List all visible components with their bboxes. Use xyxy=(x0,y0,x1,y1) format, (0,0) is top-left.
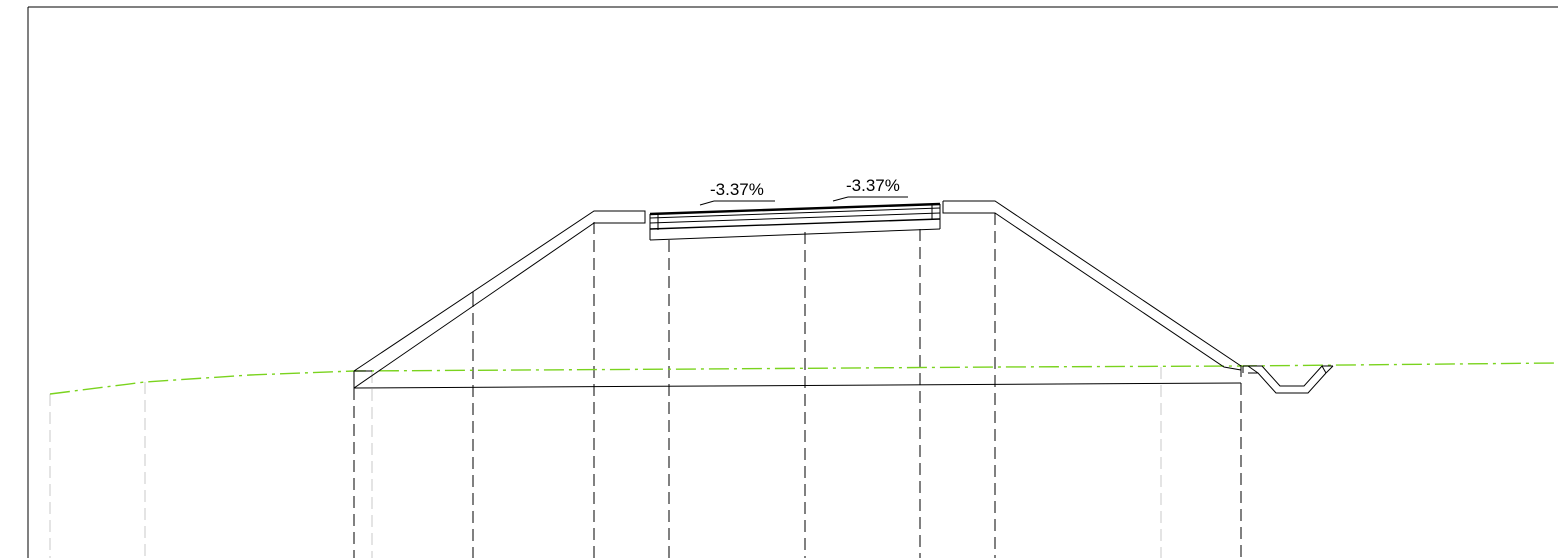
auxiliary-station-lines xyxy=(49,367,1162,558)
embankment-outer-outline xyxy=(353,210,646,389)
slope-label-right: -3.37% xyxy=(846,176,900,195)
pavement-layer-bottom xyxy=(649,228,941,241)
embankment-structure xyxy=(353,200,1242,389)
embankment-outer-outline-right xyxy=(942,200,1242,371)
embankment-base-line xyxy=(353,382,1242,389)
slope-annotations: -3.37% -3.37% xyxy=(699,176,908,206)
pavement-structure xyxy=(649,202,941,241)
ditch-right-lining xyxy=(1321,365,1327,374)
ditch-inner-profile xyxy=(1248,372,1327,394)
pavement-top-surface xyxy=(649,202,941,216)
ditch-left-lining xyxy=(1247,365,1259,374)
station-lines xyxy=(353,213,1242,558)
pavement-layer-1 xyxy=(649,207,941,219)
ditch-right-lining-edge xyxy=(1325,365,1334,374)
original-ground-line xyxy=(49,362,1558,395)
ditch-outer-profile xyxy=(1243,365,1333,387)
pavement-layer-3 xyxy=(649,218,941,230)
drawing-frame xyxy=(27,6,1558,558)
slope-arrow-right-tip xyxy=(832,196,849,202)
slope-label-left: -3.37% xyxy=(710,180,764,199)
pavement-layer-2 xyxy=(649,212,941,224)
slope-arrow-left-tip xyxy=(699,200,715,206)
roadside-ditch xyxy=(1242,365,1334,394)
